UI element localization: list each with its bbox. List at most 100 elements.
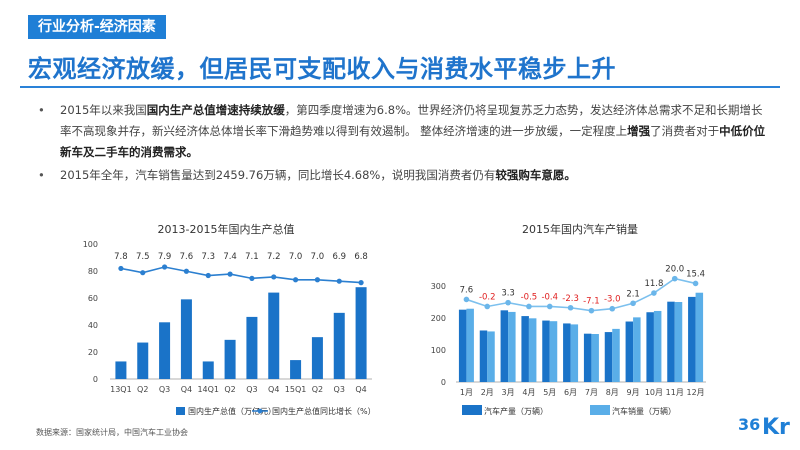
auto-growth-data-label: 20.0 xyxy=(665,265,684,275)
gdp-growth-point xyxy=(314,277,321,283)
auto-growth-point xyxy=(692,280,699,287)
logo-text-letters: Kr xyxy=(762,415,790,438)
auto-growth-point xyxy=(526,303,532,310)
auto-sales-bar xyxy=(591,334,599,382)
bullet-bold-text: 增强 xyxy=(627,124,651,138)
gdp-growth-data-label: 7.0 xyxy=(311,252,325,262)
gdp-bar xyxy=(355,287,367,379)
auto-production-bar xyxy=(646,312,654,382)
auto-sales-bar xyxy=(528,318,537,382)
auto-y-tick-label: 300 xyxy=(431,282,446,291)
bullet-text: 了消费者对于 xyxy=(650,124,720,138)
auto-production-bar xyxy=(521,316,529,382)
gdp-growth-data-label: 6.8 xyxy=(354,252,368,262)
auto-production-bar xyxy=(542,320,550,382)
auto-growth-point xyxy=(651,290,657,296)
auto-production-bar xyxy=(458,309,467,382)
gdp-growth-data-label: 6.9 xyxy=(332,252,346,262)
gdp-legend-line-label: 国内生产总值同比增长（%） xyxy=(272,406,376,416)
auto-sales-bar xyxy=(487,331,495,382)
auto-x-tick-label: 2月 xyxy=(481,388,494,397)
gdp-growth-line xyxy=(120,266,362,284)
auto-sales-bar xyxy=(695,292,704,382)
auto-legend-production-label: 汽车产量（万辆） xyxy=(484,406,548,416)
gdp-growth-point xyxy=(227,271,233,277)
gdp-x-tick-label: Q3 xyxy=(334,385,345,394)
bullet-bold-text: 中低价位新车及二手车的消费需求。 xyxy=(60,124,766,159)
auto-production-bar xyxy=(688,296,696,382)
auto-growth-data-label: -0.2 xyxy=(479,292,496,302)
bullet-list: • 2015年以来我国国内生产总值增速持续放缓，第四季度增速为6.8%。世界经济… xyxy=(36,100,766,188)
auto-chart-title: 2015年国内汽车产销量 xyxy=(522,222,638,236)
gdp-x-tick-label: Q2 xyxy=(312,385,323,394)
gdp-bar xyxy=(180,299,192,379)
auto-growth-data-label: 11.8 xyxy=(644,279,663,289)
gdp-legend-bar-swatch xyxy=(176,407,185,415)
gdp-bar xyxy=(311,337,323,379)
slide-headline: 宏观经济放缓，但居民可支配收入与消费水平稳步上升 xyxy=(28,55,616,83)
gdp-bar xyxy=(333,312,345,379)
auto-sales-bar xyxy=(570,324,579,382)
gdp-legend-bar-label: 国内生产总值（万亿元） xyxy=(188,406,276,416)
gdp-bar xyxy=(159,322,171,379)
gdp-x-tick-label: Q4 xyxy=(355,385,366,394)
gdp-x-tick-label: 15Q1 xyxy=(285,385,307,394)
bullet-item: • 2015年全年，汽车销售量达到2459.76万辆，同比增长4.68%，说明我… xyxy=(36,165,766,186)
auto-x-tick-label: 9月 xyxy=(627,388,640,397)
bullet-dot-icon: • xyxy=(38,168,45,182)
auto-growth-point xyxy=(546,303,553,310)
auto-sales-bar xyxy=(549,321,558,382)
gdp-growth-point xyxy=(140,270,146,276)
auto-y-tick-label: 0 xyxy=(441,378,446,387)
auto-x-tick-label: 11月 xyxy=(666,388,684,397)
auto-growth-data-label: 2.1 xyxy=(626,289,640,299)
auto-sales-bar xyxy=(466,308,474,382)
auto-growth-point xyxy=(630,300,636,307)
gdp-growth-point xyxy=(118,265,124,272)
gdp-bar xyxy=(202,361,214,379)
auto-x-tick-label: 12月 xyxy=(686,388,704,397)
auto-x-tick-label: 1月 xyxy=(460,388,473,397)
gdp-y-tick-label: 100 xyxy=(83,240,98,249)
gdp-bar xyxy=(224,339,236,379)
auto-growth-point xyxy=(505,299,511,306)
bullet-bold-text: 较强购车意愿。 xyxy=(495,168,576,182)
auto-x-tick-label: 6月 xyxy=(564,388,577,397)
gdp-x-tick-label: 13Q1 xyxy=(110,385,132,394)
auto-growth-data-label: 15.4 xyxy=(686,269,705,279)
gdp-y-tick-label: 40 xyxy=(88,321,98,330)
gdp-growth-point xyxy=(183,268,190,274)
auto-growth-data-label: -7.1 xyxy=(583,297,600,307)
auto-growth-point xyxy=(567,304,574,311)
gdp-growth-point xyxy=(292,277,299,283)
gdp-x-tick-label: Q4 xyxy=(268,385,279,394)
bullet-bold-text: 国内生产总值增速持续放缓 xyxy=(146,103,285,117)
gdp-y-tick-label: 20 xyxy=(88,348,98,357)
gdp-growth-data-label: 7.3 xyxy=(201,252,215,262)
auto-growth-data-label: -0.4 xyxy=(541,292,558,302)
auto-legend-sales-label: 汽车销量（万辆） xyxy=(612,406,676,416)
auto-y-tick-label: 100 xyxy=(431,346,446,355)
gdp-growth-data-label: 7.2 xyxy=(267,252,281,262)
auto-production-bar xyxy=(583,333,592,382)
gdp-growth-data-label: 7.8 xyxy=(114,252,128,262)
auto-x-tick-label: 8月 xyxy=(606,388,619,397)
gdp-y-tick-label: 0 xyxy=(93,375,98,384)
auto-production-bar xyxy=(500,310,509,382)
gdp-x-tick-label: Q2 xyxy=(224,385,235,394)
bullet-text: 2015年以来我国 xyxy=(60,103,147,117)
section-tag: 行业分析-经济因素 xyxy=(28,15,166,39)
gdp-chart-title: 2013-2015年国内生产总值 xyxy=(158,222,295,236)
bullet-dot-icon: • xyxy=(38,103,45,117)
logo-text-number: 36 xyxy=(738,415,760,434)
gdp-growth-point xyxy=(161,264,168,270)
gdp-x-tick-label: Q4 xyxy=(181,385,192,394)
gdp-y-tick-label: 60 xyxy=(88,294,98,303)
bullet-item: • 2015年以来我国国内生产总值增速持续放缓，第四季度增速为6.8%。世界经济… xyxy=(36,100,766,163)
auto-growth-data-label: 7.6 xyxy=(460,285,474,295)
gdp-legend-line-marker xyxy=(257,408,263,414)
auto-sales-bar xyxy=(612,328,620,382)
auto-sales-bar xyxy=(653,310,662,382)
bullet-text: ，第四季度增速为6.8%。世界经济仍将呈现复苏乏力态势，发达经济体总需求不足和长… xyxy=(60,103,763,138)
gdp-bar xyxy=(268,292,280,379)
